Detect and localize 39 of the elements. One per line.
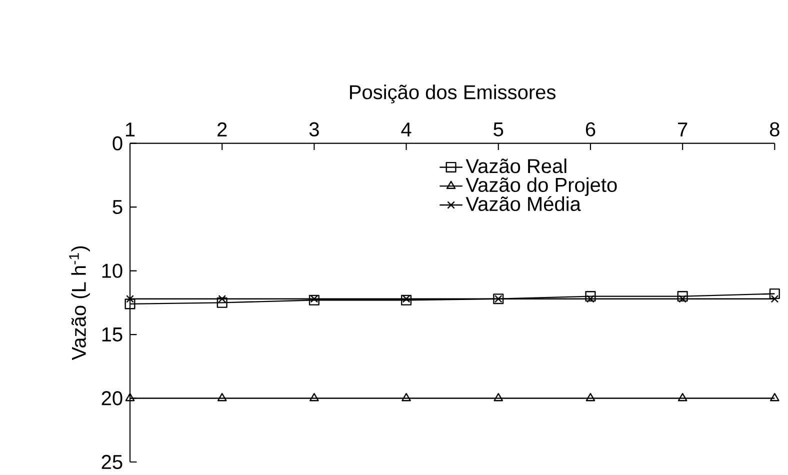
point [770,294,779,303]
y-tick-label: 5 [112,200,122,214]
point [125,393,135,402]
point [218,294,226,303]
point [585,291,596,302]
point [217,393,227,402]
y-tick-label: 25 [102,454,122,470]
point [769,288,780,300]
x-tick-label: 5 [494,122,504,136]
x-tick-label: 4 [401,122,412,136]
x-tick-label: 8 [770,122,780,136]
point [678,393,688,402]
point [677,291,688,302]
point [310,393,319,402]
y-tick-label: 0 [112,136,122,150]
point [678,294,686,303]
point [126,294,134,303]
y-tick-label: 20 [102,391,122,406]
point [494,393,504,402]
point [402,393,411,402]
x-tick-label: 1 [126,122,135,136]
x-axis-title: Posição dos Emissores [350,84,556,104]
y-axis-title: Vazão (L h$^{-1}$) [69,246,90,360]
x-tick-label: 6 [586,122,596,136]
point [216,297,228,308]
x-tick-label: 2 [218,122,227,136]
x-tick-label: 7 [678,122,688,136]
point [308,294,320,306]
point [401,294,412,306]
legend-label: Vazão Real [466,158,566,174]
point [586,294,594,303]
legend-label: Vazão Média [466,196,581,212]
y-tick-label: 15 [102,328,122,342]
point [586,393,596,402]
y-tick-label: 10 [102,264,122,278]
x-tick-label: 3 [309,122,319,136]
point [124,298,136,310]
legend-label: Vazão do Projeto [466,177,617,196]
point [770,393,780,402]
